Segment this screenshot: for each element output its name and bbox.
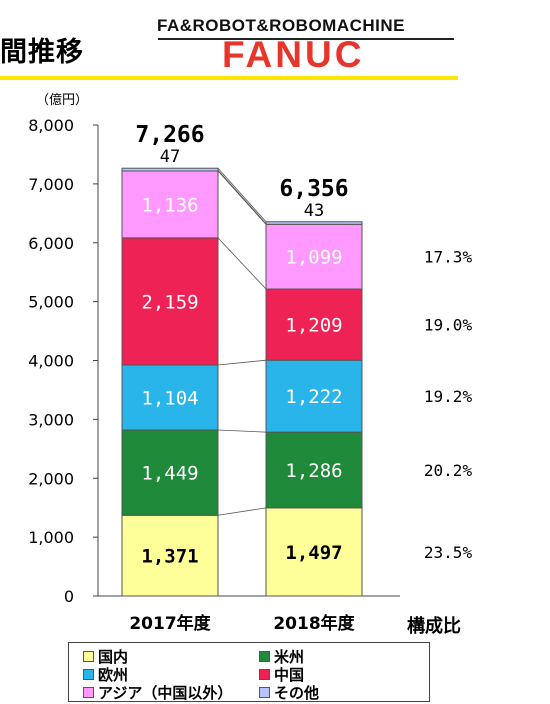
y-tick-label: 4,000 (28, 352, 74, 371)
data-label-europe: 1,222 (285, 386, 342, 408)
legend-swatch-asia (83, 687, 94, 698)
x-tick-label: 2017年度 (129, 613, 211, 634)
legend-item-asia: アジア（中国以外） (83, 682, 232, 703)
legend-label-domestic: 国内 (98, 648, 129, 666)
composition-header: 構成比 (407, 615, 461, 637)
connector-line (217, 167, 267, 223)
y-tick-label: 5,000 (28, 293, 74, 312)
legend-label-china: 中国 (274, 666, 305, 684)
data-label-domestic: 1,371 (141, 546, 198, 568)
data-label-domestic: 1,497 (285, 542, 342, 564)
legend-label-americas: 米州 (274, 648, 305, 666)
bar-segment-others (265, 221, 363, 225)
data-label-others: 47 (160, 147, 180, 167)
connector-line (217, 359, 267, 366)
x-tick-label: 2018年度 (273, 613, 355, 634)
legend-label-europe: 欧州 (98, 666, 129, 684)
legend-item-domestic: 国内 (83, 646, 128, 667)
data-label-others: 43 (304, 201, 324, 221)
connector-line (217, 507, 267, 516)
total-label: 7,266 (135, 122, 204, 148)
connector-line (217, 169, 267, 225)
data-label-china: 1,209 (285, 315, 342, 337)
bar-segment-americas (121, 429, 219, 516)
connector-line (217, 429, 267, 433)
bar-segment-china (121, 237, 219, 366)
y-tick-label: 7,000 (28, 175, 74, 194)
header-accent-band (0, 76, 458, 80)
legend-swatch-domestic (83, 651, 94, 662)
legend-swatch-china (259, 669, 270, 680)
data-label-asia: 1,099 (285, 247, 342, 269)
bar-segment-americas (265, 431, 363, 509)
data-label-asia: 1,136 (141, 194, 198, 216)
bar-segment-europe (121, 364, 219, 431)
y-tick-label: 2,000 (28, 469, 74, 488)
bar-segment-asia (121, 170, 219, 239)
data-label-europe: 1,104 (141, 387, 198, 409)
chart-legend: 国内 米州 欧州 中国 アジア（中国以外） その他 (68, 642, 430, 702)
fanuc-logo: FANUC (222, 34, 365, 75)
composition-ratio: 17.3% (424, 248, 473, 267)
page-title: 間推移 (0, 37, 84, 68)
legend-swatch-others (259, 687, 270, 698)
legend-item-europe: 欧州 (83, 664, 128, 685)
data-label-china: 2,159 (141, 291, 198, 313)
y-tick-label: 8,000 (28, 116, 74, 135)
legend-item-china: 中国 (259, 664, 304, 685)
composition-ratio: 19.2% (424, 387, 473, 406)
y-tick-label: 3,000 (28, 410, 74, 429)
brand-divider (158, 38, 454, 40)
data-label-americas: 1,286 (285, 460, 342, 482)
legend-item-others: その他 (259, 682, 319, 703)
y-tick-label: 1,000 (28, 528, 74, 547)
composition-ratio: 19.0% (424, 316, 473, 335)
total-label: 6,356 (279, 176, 348, 202)
brand-tagline: FA&ROBOT&ROBOMACHINE (157, 16, 405, 35)
bar-segment-domestic (121, 514, 219, 597)
legend-swatch-americas (259, 651, 270, 662)
connector-line (217, 237, 267, 290)
bar-segment-europe (265, 359, 363, 433)
bar-segment-china (265, 288, 363, 361)
y-tick-label: 6,000 (28, 234, 74, 253)
data-label-americas: 1,449 (141, 463, 198, 485)
legend-label-others: その他 (274, 684, 320, 702)
bar-segment-others (121, 167, 219, 172)
legend-swatch-europe (83, 669, 94, 680)
legend-item-americas: 米州 (259, 646, 304, 667)
composition-ratio: 23.5% (424, 543, 473, 562)
y-unit-label: （億円） (36, 92, 88, 108)
y-tick-label: 0 (64, 587, 74, 606)
legend-label-asia: アジア（中国以外） (98, 684, 233, 702)
composition-ratio: 20.2% (424, 461, 473, 480)
bar-segment-asia (265, 223, 363, 290)
